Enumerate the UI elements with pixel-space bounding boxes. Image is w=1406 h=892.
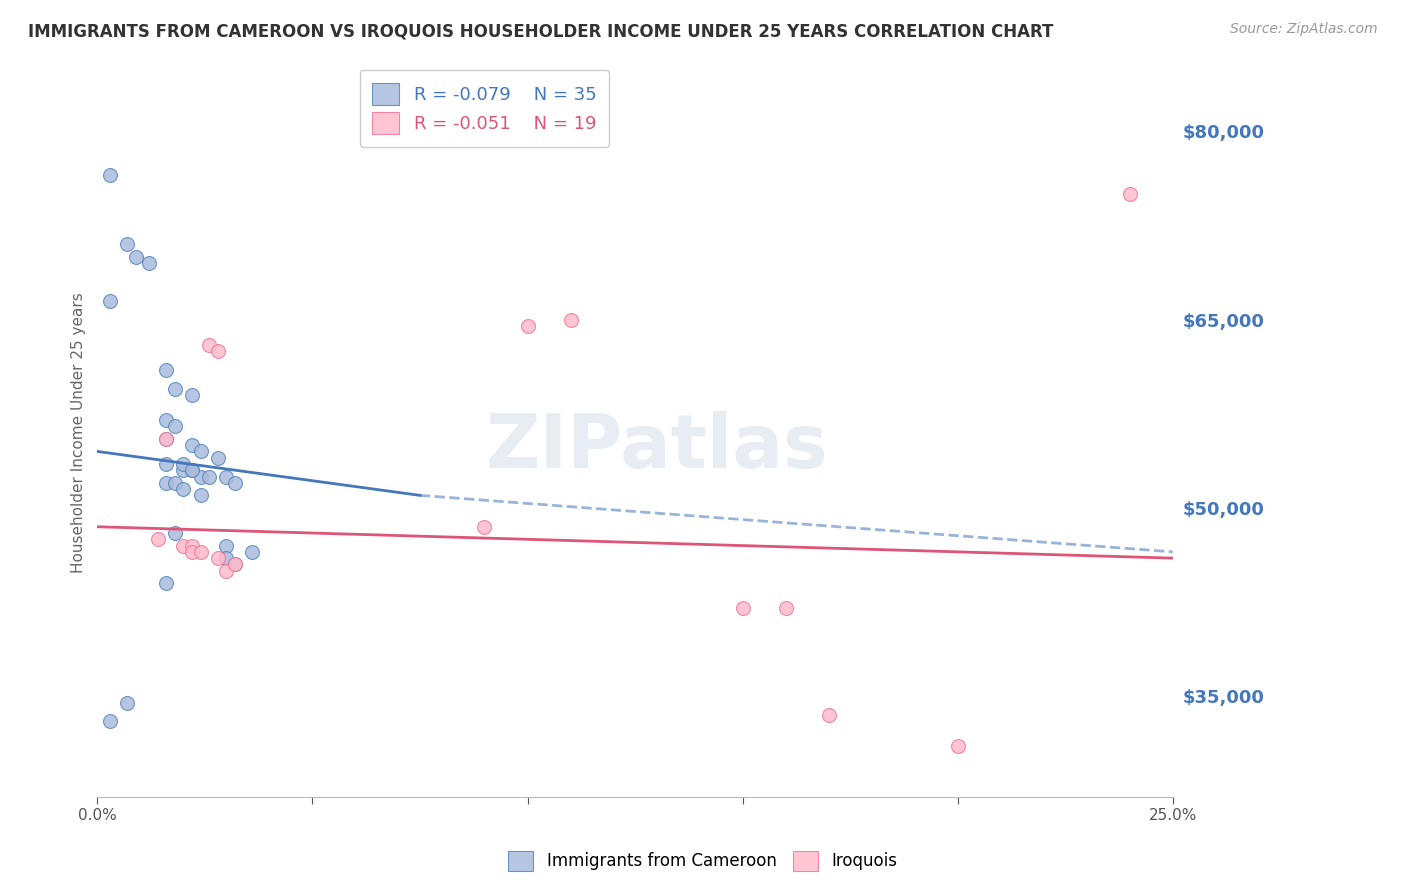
Point <box>163 382 186 396</box>
Point <box>181 388 204 402</box>
Point <box>190 488 212 502</box>
Point <box>181 463 204 477</box>
Point <box>775 601 797 615</box>
Point <box>215 564 238 578</box>
Point <box>172 482 194 496</box>
Point <box>155 457 177 471</box>
Point <box>215 469 238 483</box>
Point <box>560 312 582 326</box>
Point <box>181 463 204 477</box>
Point <box>117 696 139 710</box>
Text: Source: ZipAtlas.com: Source: ZipAtlas.com <box>1230 22 1378 37</box>
Point <box>125 250 148 264</box>
Point <box>1119 187 1142 202</box>
Point <box>224 475 246 490</box>
Point <box>946 739 969 754</box>
Point <box>163 475 186 490</box>
Point <box>138 256 160 270</box>
Point <box>198 337 221 351</box>
Point <box>207 551 229 566</box>
Point <box>516 318 538 333</box>
Point <box>172 463 194 477</box>
Point <box>155 432 177 446</box>
Point <box>190 444 212 458</box>
Point <box>190 545 212 559</box>
Point <box>181 539 204 553</box>
Legend: Immigrants from Cameroon, Iroquois: Immigrants from Cameroon, Iroquois <box>501 842 905 880</box>
Point <box>207 450 229 465</box>
Point <box>224 558 246 572</box>
Text: ZIPatlas: ZIPatlas <box>485 410 828 483</box>
Point <box>207 343 229 358</box>
Point <box>224 558 246 572</box>
Point <box>98 293 121 308</box>
Point <box>181 438 204 452</box>
Y-axis label: Householder Income Under 25 years: Householder Income Under 25 years <box>72 293 86 573</box>
Point <box>190 469 212 483</box>
Legend: R = -0.079    N = 35, R = -0.051    N = 19: R = -0.079 N = 35, R = -0.051 N = 19 <box>360 70 609 147</box>
Point <box>155 576 177 591</box>
Point <box>98 168 121 182</box>
Point <box>117 237 139 252</box>
Point <box>215 551 238 566</box>
Point <box>474 520 496 534</box>
Point <box>198 469 221 483</box>
Point <box>155 475 177 490</box>
Point <box>817 708 839 723</box>
Point <box>181 545 204 559</box>
Point <box>155 432 177 446</box>
Text: IMMIGRANTS FROM CAMEROON VS IROQUOIS HOUSEHOLDER INCOME UNDER 25 YEARS CORRELATI: IMMIGRANTS FROM CAMEROON VS IROQUOIS HOU… <box>28 22 1053 40</box>
Point <box>155 413 177 427</box>
Point <box>215 539 238 553</box>
Point <box>163 526 186 541</box>
Point <box>731 601 754 615</box>
Point <box>146 533 169 547</box>
Point <box>163 419 186 434</box>
Point <box>155 363 177 377</box>
Point <box>172 539 194 553</box>
Point <box>98 714 121 729</box>
Point <box>172 457 194 471</box>
Point <box>240 545 263 559</box>
